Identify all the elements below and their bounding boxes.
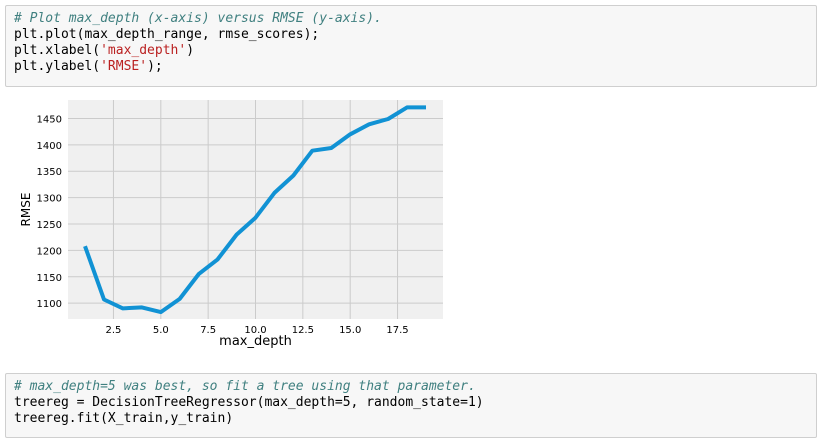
code-token: treereg.fit(X_train,y_train)	[14, 411, 234, 426]
code-token: plt.ylabel(	[14, 59, 101, 74]
y-tick-label: 1250	[37, 220, 62, 231]
code-line: plt.ylabel('RMSE');	[14, 59, 816, 75]
x-tick-label: 12.5	[292, 325, 314, 336]
x-tick-label: 10.0	[244, 325, 266, 336]
code-cell-fit[interactable]: # max_depth=5 was best, so fit a tree us…	[5, 373, 817, 438]
code-string: 'RMSE'	[100, 59, 148, 74]
x-tick-label: 15.0	[339, 325, 361, 336]
code-token: )	[186, 43, 195, 58]
code-comment: # max_depth=5 was best, so fit a tree us…	[14, 379, 476, 394]
code-line: plt.plot(max_depth_range, rmse_scores);	[14, 27, 816, 43]
code-comment: # Plot max_depth (x-axis) versus RMSE (y…	[14, 11, 382, 26]
y-tick-label: 1100	[37, 299, 62, 310]
rmse-series-line	[83, 105, 426, 315]
code-line: # Plot max_depth (x-axis) versus RMSE (y…	[14, 11, 816, 27]
code-token: );	[147, 59, 163, 74]
y-tick-label: 1300	[37, 194, 62, 205]
code-line: treereg = DecisionTreeRegressor(max_dept…	[14, 395, 816, 411]
y-tick-label: 1400	[37, 141, 62, 152]
code-token: treereg = DecisionTreeRegressor(max_dept…	[14, 395, 484, 410]
y-tick-label: 1450	[37, 114, 62, 125]
code-line: treereg.fit(X_train,y_train)	[14, 411, 816, 427]
y-axis-label: RMSE	[19, 193, 33, 227]
x-axis-label: max_depth	[219, 334, 292, 349]
code-cell-plot[interactable]: # Plot max_depth (x-axis) versus RMSE (y…	[5, 5, 817, 87]
rmse-line-chart: 2.5 5.0 7.5 10.0 12.5 15.0 17.5 1100 1150 1200 12…	[0, 95, 460, 355]
code-token: plt.plot(max_depth_range, rmse_scores);	[14, 27, 320, 42]
x-tick-label: 17.5	[386, 325, 408, 336]
y-tick-label: 1150	[37, 273, 62, 284]
code-token: plt.xlabel(	[14, 43, 101, 58]
code-string: 'max_depth'	[100, 43, 187, 58]
y-tick-label: 1350	[37, 167, 62, 178]
x-tick-label: 7.5	[200, 325, 216, 336]
code-line: plt.xlabel('max_depth')	[14, 43, 816, 59]
y-tick-label: 1200	[37, 246, 62, 257]
x-tick-label: 2.5	[106, 325, 122, 336]
code-line: # max_depth=5 was best, so fit a tree us…	[14, 379, 816, 395]
x-tick-label: 5.0	[153, 325, 169, 336]
